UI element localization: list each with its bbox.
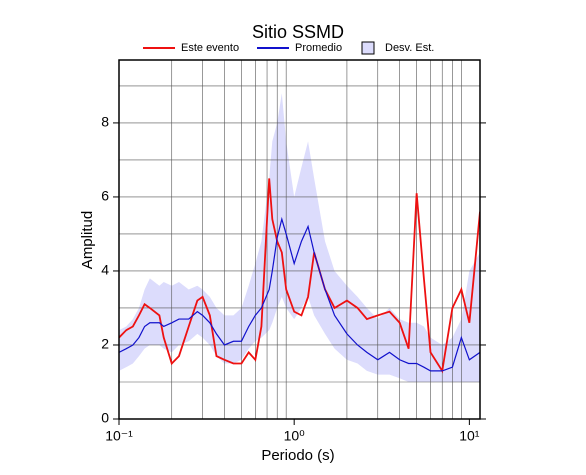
y-tick-label: 8 (101, 114, 109, 130)
legend-label: Promedio (295, 42, 342, 54)
legend-swatch (361, 41, 375, 55)
legend-label: Desv. Est. (385, 42, 434, 54)
band-layer (119, 93, 480, 382)
axes-layer: 10⁻¹ 10⁰ 10¹ 0 2 4 6 8 (101, 114, 486, 444)
y-axis-label: Amplitud (79, 211, 96, 269)
chart-title: Sitio SSMD (252, 22, 344, 42)
plot-frame (118, 59, 481, 420)
grid-layer (119, 60, 480, 419)
x-tick-label: 10⁰ (284, 428, 306, 444)
line-layer (119, 178, 480, 374)
x-tick-label: 10¹ (459, 428, 480, 444)
legend-label: Este evento (181, 42, 239, 54)
y-tick-label: 6 (101, 188, 109, 204)
y-tick-label: 4 (101, 262, 109, 278)
x-tick-label: 10⁻¹ (105, 428, 133, 444)
x-axis-label: Periodo (s) (261, 447, 334, 464)
y-tick-label: 2 (101, 336, 109, 352)
std-band (119, 93, 480, 382)
series-line (119, 216, 480, 372)
y-tick-label: 0 (101, 410, 109, 426)
